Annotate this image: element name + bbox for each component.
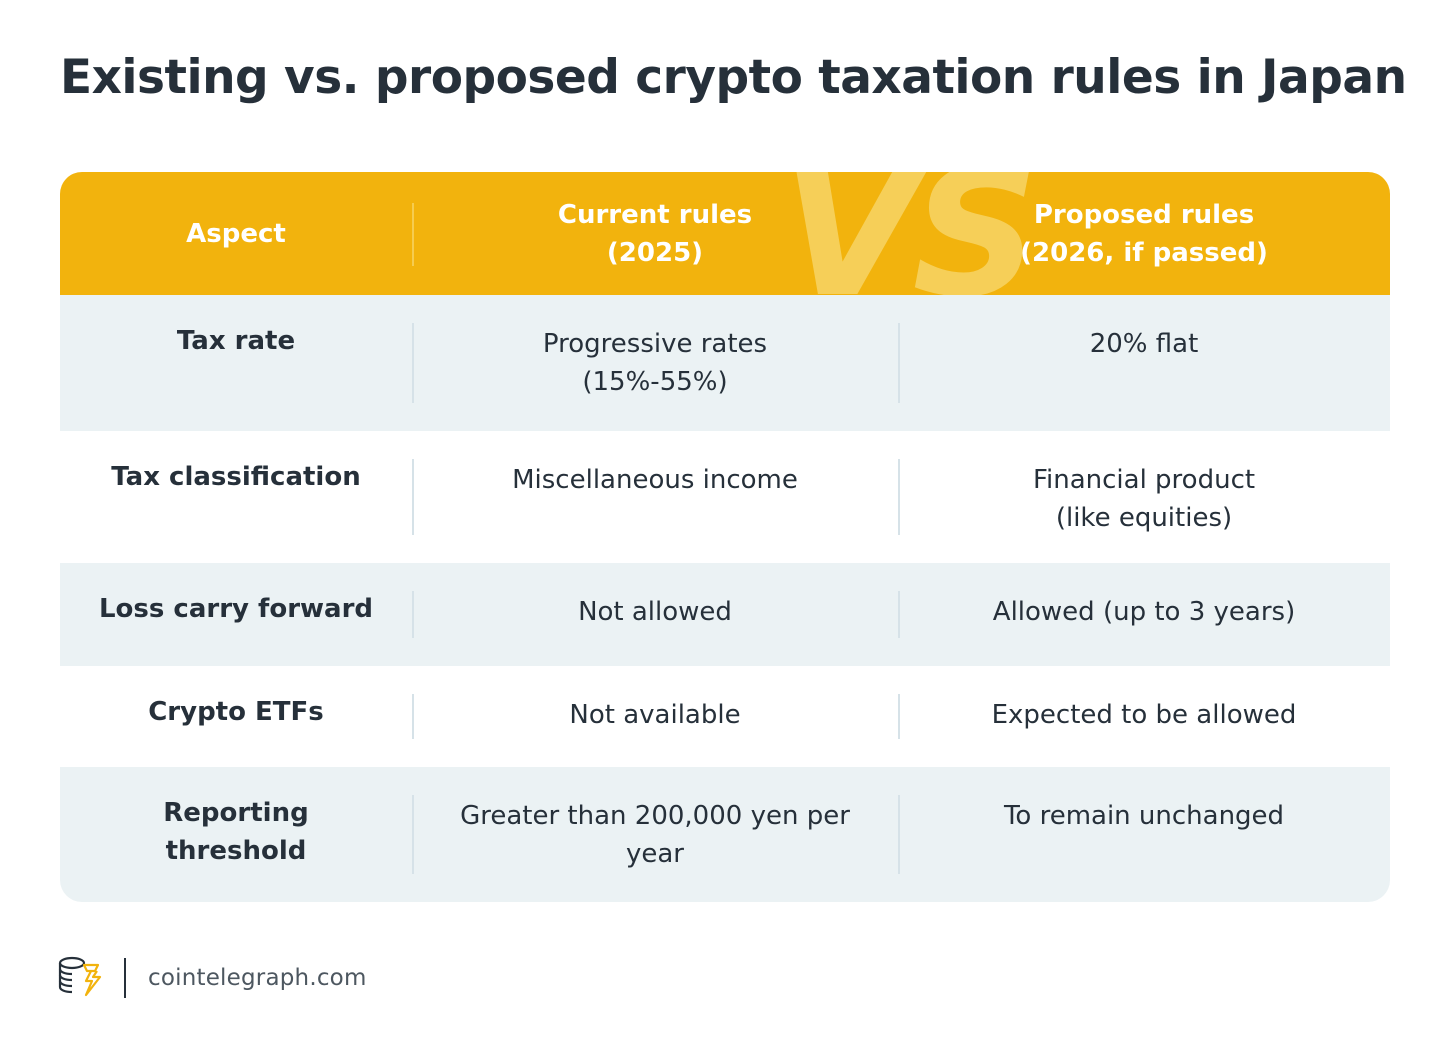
value-line: Allowed (up to 3 years) (992, 597, 1296, 627)
row-aspect-label: Crypto ETFs (148, 697, 324, 727)
value-line: Progressive rates (542, 329, 768, 359)
row-current-value: Not available (412, 666, 898, 767)
value-line: Greater than 200,000 yen per (460, 801, 850, 831)
row-proposed-value: Expected to be allowed (898, 666, 1390, 767)
row-proposed-value: 20% flat (898, 295, 1390, 431)
row-current-value: Progressive rates (15%-55%) (412, 295, 898, 431)
row-aspect-label: Tax rate (176, 326, 296, 356)
page-title: Existing vs. proposed crypto taxation ru… (60, 50, 1407, 105)
header-proposed-line-2: (2026, if passed) (1020, 237, 1268, 268)
row-proposed-value: To remain unchanged (898, 767, 1390, 902)
row-current-value: Not allowed (412, 563, 898, 666)
row-proposed-value: Allowed (up to 3 years) (898, 563, 1390, 666)
value-line: To remain unchanged (1003, 801, 1285, 831)
table-row: Crypto ETFs Not available Expected to be… (60, 666, 1390, 767)
column-divider (898, 591, 900, 638)
value-line: Financial product (1032, 465, 1256, 495)
column-divider (898, 459, 900, 535)
column-divider (412, 591, 414, 638)
column-divider (412, 795, 414, 874)
column-divider (898, 323, 900, 403)
column-divider (412, 694, 414, 739)
table-row: Reporting threshold Greater than 200,000… (60, 767, 1390, 902)
column-divider (898, 795, 900, 874)
table-row: Loss carry forward Not allowed Allowed (… (60, 563, 1390, 666)
vs-watermark: VS (782, 172, 1039, 295)
comparison-table: VS Aspect Current rules (2025) Proposed … (60, 172, 1390, 902)
value-line: Not allowed (578, 597, 732, 627)
value-line: (like equities) (1055, 503, 1233, 533)
footer-separator (124, 958, 126, 998)
row-proposed-value: Financial product (like equities) (898, 431, 1390, 563)
header-proposed-line-1: Proposed rules (1033, 199, 1255, 230)
header-proposed-rules: Proposed rules (2026, if passed) (898, 196, 1390, 272)
row-current-value: Miscellaneous income (412, 431, 898, 563)
header-current-line-2: (2025) (606, 237, 704, 268)
column-divider (898, 694, 900, 739)
value-line: year (625, 839, 684, 869)
header-divider (412, 203, 414, 266)
row-current-value: Greater than 200,000 yen per year (412, 767, 898, 902)
value-line: Miscellaneous income (512, 465, 798, 495)
site-name: cointelegraph.com (148, 965, 367, 991)
row-aspect-label: Loss carry forward (98, 594, 374, 624)
header-aspect-label: Aspect (186, 218, 286, 249)
header-current-rules: Current rules (2025) (412, 196, 898, 272)
column-divider (412, 323, 414, 403)
header-aspect: Aspect (60, 215, 412, 253)
table-header: VS Aspect Current rules (2025) Proposed … (60, 172, 1390, 295)
column-divider (412, 459, 414, 535)
row-aspect-label: Reporting threshold (163, 798, 309, 866)
value-line: (15%-55%) (582, 367, 728, 397)
value-line: 20% flat (1089, 329, 1199, 359)
value-line: Not available (569, 700, 741, 730)
footer: cointelegraph.com (58, 956, 367, 1000)
header-current-line-1: Current rules (557, 199, 753, 230)
value-line: Expected to be allowed (991, 700, 1297, 730)
row-aspect-label: Tax classification (111, 462, 361, 492)
table-row: Tax rate Progressive rates (15%-55%) 20%… (60, 295, 1390, 431)
cointelegraph-logo-icon (58, 955, 104, 1001)
table-row: Tax classification Miscellaneous income … (60, 431, 1390, 563)
